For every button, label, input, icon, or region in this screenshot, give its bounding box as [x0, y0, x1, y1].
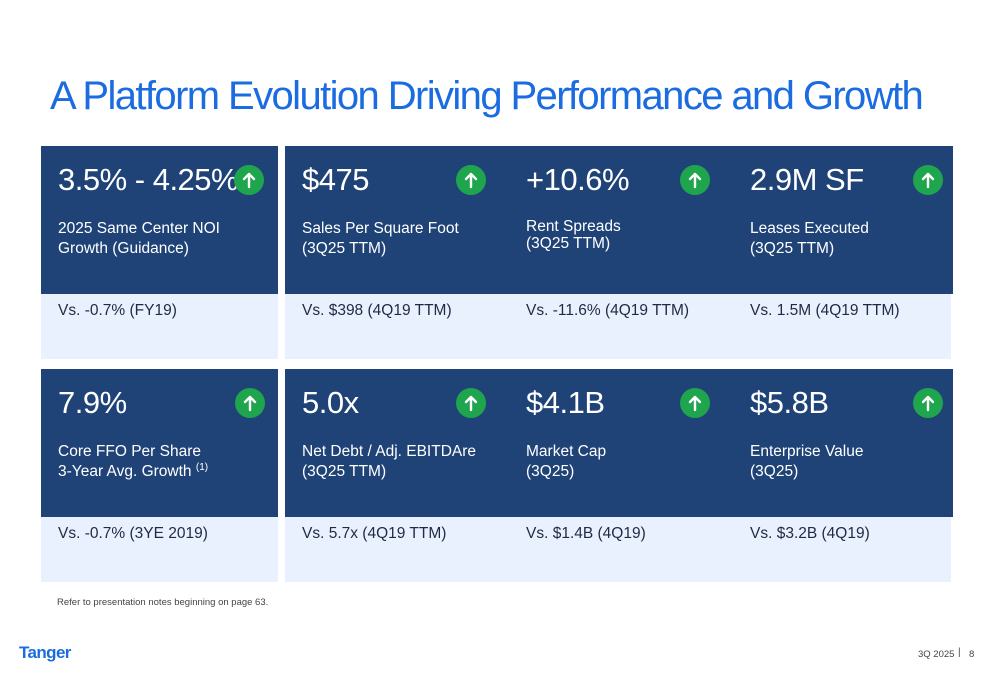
- card-top: +10.6% Rent Spreads (3Q25 TTM): [509, 146, 746, 294]
- tanger-logo: Tanger: [19, 643, 71, 662]
- metric-card: 2.9M SF Leases Executed (3Q25 TTM) Vs. 1…: [733, 146, 953, 359]
- metric-description: Rent Spreads (3Q25 TTM): [526, 218, 736, 252]
- comparison-text: Vs. $3.2B (4Q19): [750, 525, 870, 542]
- metric-value: $5.8B: [750, 385, 829, 420]
- card-bottom: Vs. -11.6% (4Q19 TTM): [509, 294, 746, 359]
- card-bottom: Vs. $398 (4Q19 TTM): [285, 294, 522, 359]
- metric-card: $475 Sales Per Square Foot (3Q25 TTM) Vs…: [285, 146, 522, 359]
- card-bottom: Vs. 1.5M (4Q19 TTM): [733, 294, 951, 359]
- card-bottom: Vs. $1.4B (4Q19): [509, 517, 746, 582]
- comparison-text: Vs. -0.7% (FY19): [58, 302, 177, 319]
- metric-card: 7.9% Core FFO Per Share 3-Year Avg. Grow…: [41, 369, 278, 582]
- metric-value: 3.5% - 4.25%: [58, 162, 239, 197]
- card-top: $4.1B Market Cap (3Q25): [509, 369, 746, 517]
- arrow-up-icon: [235, 388, 265, 418]
- card-top: 3.5% - 4.25% 2025 Same Center NOI Growth…: [41, 146, 278, 294]
- arrow-up-icon: [913, 165, 943, 195]
- card-top: $475 Sales Per Square Foot (3Q25 TTM): [285, 146, 522, 294]
- card-bottom: Vs. $3.2B (4Q19): [733, 517, 951, 582]
- description-line-1: Sales Per Square Foot: [302, 220, 459, 237]
- metric-description: Enterprise Value (3Q25): [750, 442, 960, 482]
- card-top: 2.9M SF Leases Executed (3Q25 TTM): [733, 146, 953, 294]
- description-line-2: (3Q25): [750, 463, 799, 480]
- description-line-1: Core FFO Per Share: [58, 443, 201, 460]
- comparison-text: Vs. 5.7x (4Q19 TTM): [302, 525, 447, 542]
- metric-card: $4.1B Market Cap (3Q25) Vs. $1.4B (4Q19): [509, 369, 746, 582]
- card-bottom: Vs. -0.7% (3YE 2019): [41, 517, 278, 582]
- metric-description: Market Cap (3Q25): [526, 442, 736, 482]
- metric-value: $475: [302, 162, 369, 197]
- description-line-1: Rent Spreads: [526, 218, 621, 235]
- arrow-up-icon: [234, 165, 264, 195]
- metric-card: $5.8B Enterprise Value (3Q25) Vs. $3.2B …: [733, 369, 953, 582]
- arrow-up-icon: [456, 165, 486, 195]
- arrow-up-icon: [456, 388, 486, 418]
- description-line-1: Leases Executed: [750, 220, 869, 237]
- metric-card: 5.0x Net Debt / Adj. EBITDAre (3Q25 TTM)…: [285, 369, 522, 582]
- description-line-2: (3Q25): [526, 463, 575, 480]
- description-line-2: (3Q25 TTM): [526, 235, 611, 252]
- description-line-2: (3Q25 TTM): [750, 240, 835, 257]
- metric-value: +10.6%: [526, 162, 630, 197]
- comparison-text: Vs. -0.7% (3YE 2019): [58, 525, 208, 542]
- comparison-text: Vs. $398 (4Q19 TTM): [302, 302, 452, 319]
- arrow-up-icon: [680, 388, 710, 418]
- metric-description: 2025 Same Center NOI Growth (Guidance): [58, 219, 268, 259]
- metric-value: 7.9%: [58, 385, 127, 420]
- footer-divider: |: [958, 647, 961, 658]
- metric-card: 3.5% - 4.25% 2025 Same Center NOI Growth…: [41, 146, 278, 359]
- card-bottom: Vs. -0.7% (FY19): [41, 294, 278, 359]
- metric-description: Core FFO Per Share 3-Year Avg. Growth (1…: [58, 442, 268, 482]
- description-line-2: (3Q25 TTM): [302, 463, 387, 480]
- metric-description: Net Debt / Adj. EBITDAre (3Q25 TTM): [302, 442, 512, 482]
- metric-value: 5.0x: [302, 385, 359, 420]
- metric-description: Sales Per Square Foot (3Q25 TTM): [302, 219, 512, 259]
- card-top: $5.8B Enterprise Value (3Q25): [733, 369, 953, 517]
- footnote-marker: (1): [195, 462, 209, 473]
- comparison-text: Vs. -11.6% (4Q19 TTM): [526, 302, 690, 319]
- footnote: Refer to presentation notes beginning on…: [57, 597, 269, 608]
- metric-card: +10.6% Rent Spreads (3Q25 TTM) Vs. -11.6…: [509, 146, 746, 359]
- metric-value: $4.1B: [526, 385, 605, 420]
- comparison-text: Vs. 1.5M (4Q19 TTM): [750, 302, 900, 319]
- arrow-up-icon: [913, 388, 943, 418]
- page-number: 8: [969, 649, 975, 660]
- card-top: 5.0x Net Debt / Adj. EBITDAre (3Q25 TTM): [285, 369, 522, 517]
- description-line-2: 3-Year Avg. Growth (1): [58, 462, 209, 481]
- metric-description: Leases Executed (3Q25 TTM): [750, 219, 960, 259]
- page-title: A Platform Evolution Driving Performance…: [50, 74, 924, 118]
- description-line-1: Net Debt / Adj. EBITDAre: [302, 443, 477, 460]
- description-line-2: Growth (Guidance): [58, 240, 189, 257]
- card-bottom: Vs. 5.7x (4Q19 TTM): [285, 517, 522, 582]
- description-line-1: Enterprise Value: [750, 443, 864, 460]
- description-line-1: 2025 Same Center NOI: [58, 220, 220, 237]
- description-line-2: (3Q25 TTM): [302, 240, 387, 257]
- description-line-1: Market Cap: [526, 443, 607, 460]
- report-period: 3Q 2025: [918, 649, 955, 660]
- metric-value: 2.9M SF: [750, 162, 864, 197]
- card-top: 7.9% Core FFO Per Share 3-Year Avg. Grow…: [41, 369, 278, 517]
- comparison-text: Vs. $1.4B (4Q19): [526, 525, 646, 542]
- arrow-up-icon: [680, 165, 710, 195]
